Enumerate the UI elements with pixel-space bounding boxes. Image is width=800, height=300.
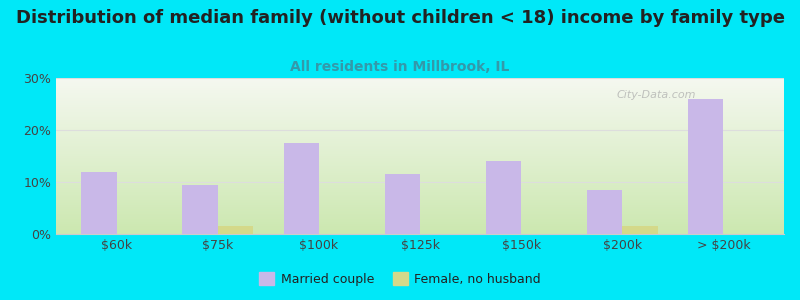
Bar [218, 226, 253, 234]
Text: Distribution of median family (without children < 18) income by family type: Distribution of median family (without c… [15, 9, 785, 27]
Text: City-Data.com: City-Data.com [617, 91, 696, 100]
Bar [587, 190, 622, 234]
Bar [82, 172, 117, 234]
Bar [622, 226, 658, 234]
Legend: Married couple, Female, no husband: Married couple, Female, no husband [254, 267, 546, 291]
Bar [688, 99, 723, 234]
Bar [486, 161, 521, 234]
Bar [385, 174, 420, 234]
Text: All residents in Millbrook, IL: All residents in Millbrook, IL [290, 60, 510, 74]
Bar [182, 184, 218, 234]
Bar [283, 143, 319, 234]
